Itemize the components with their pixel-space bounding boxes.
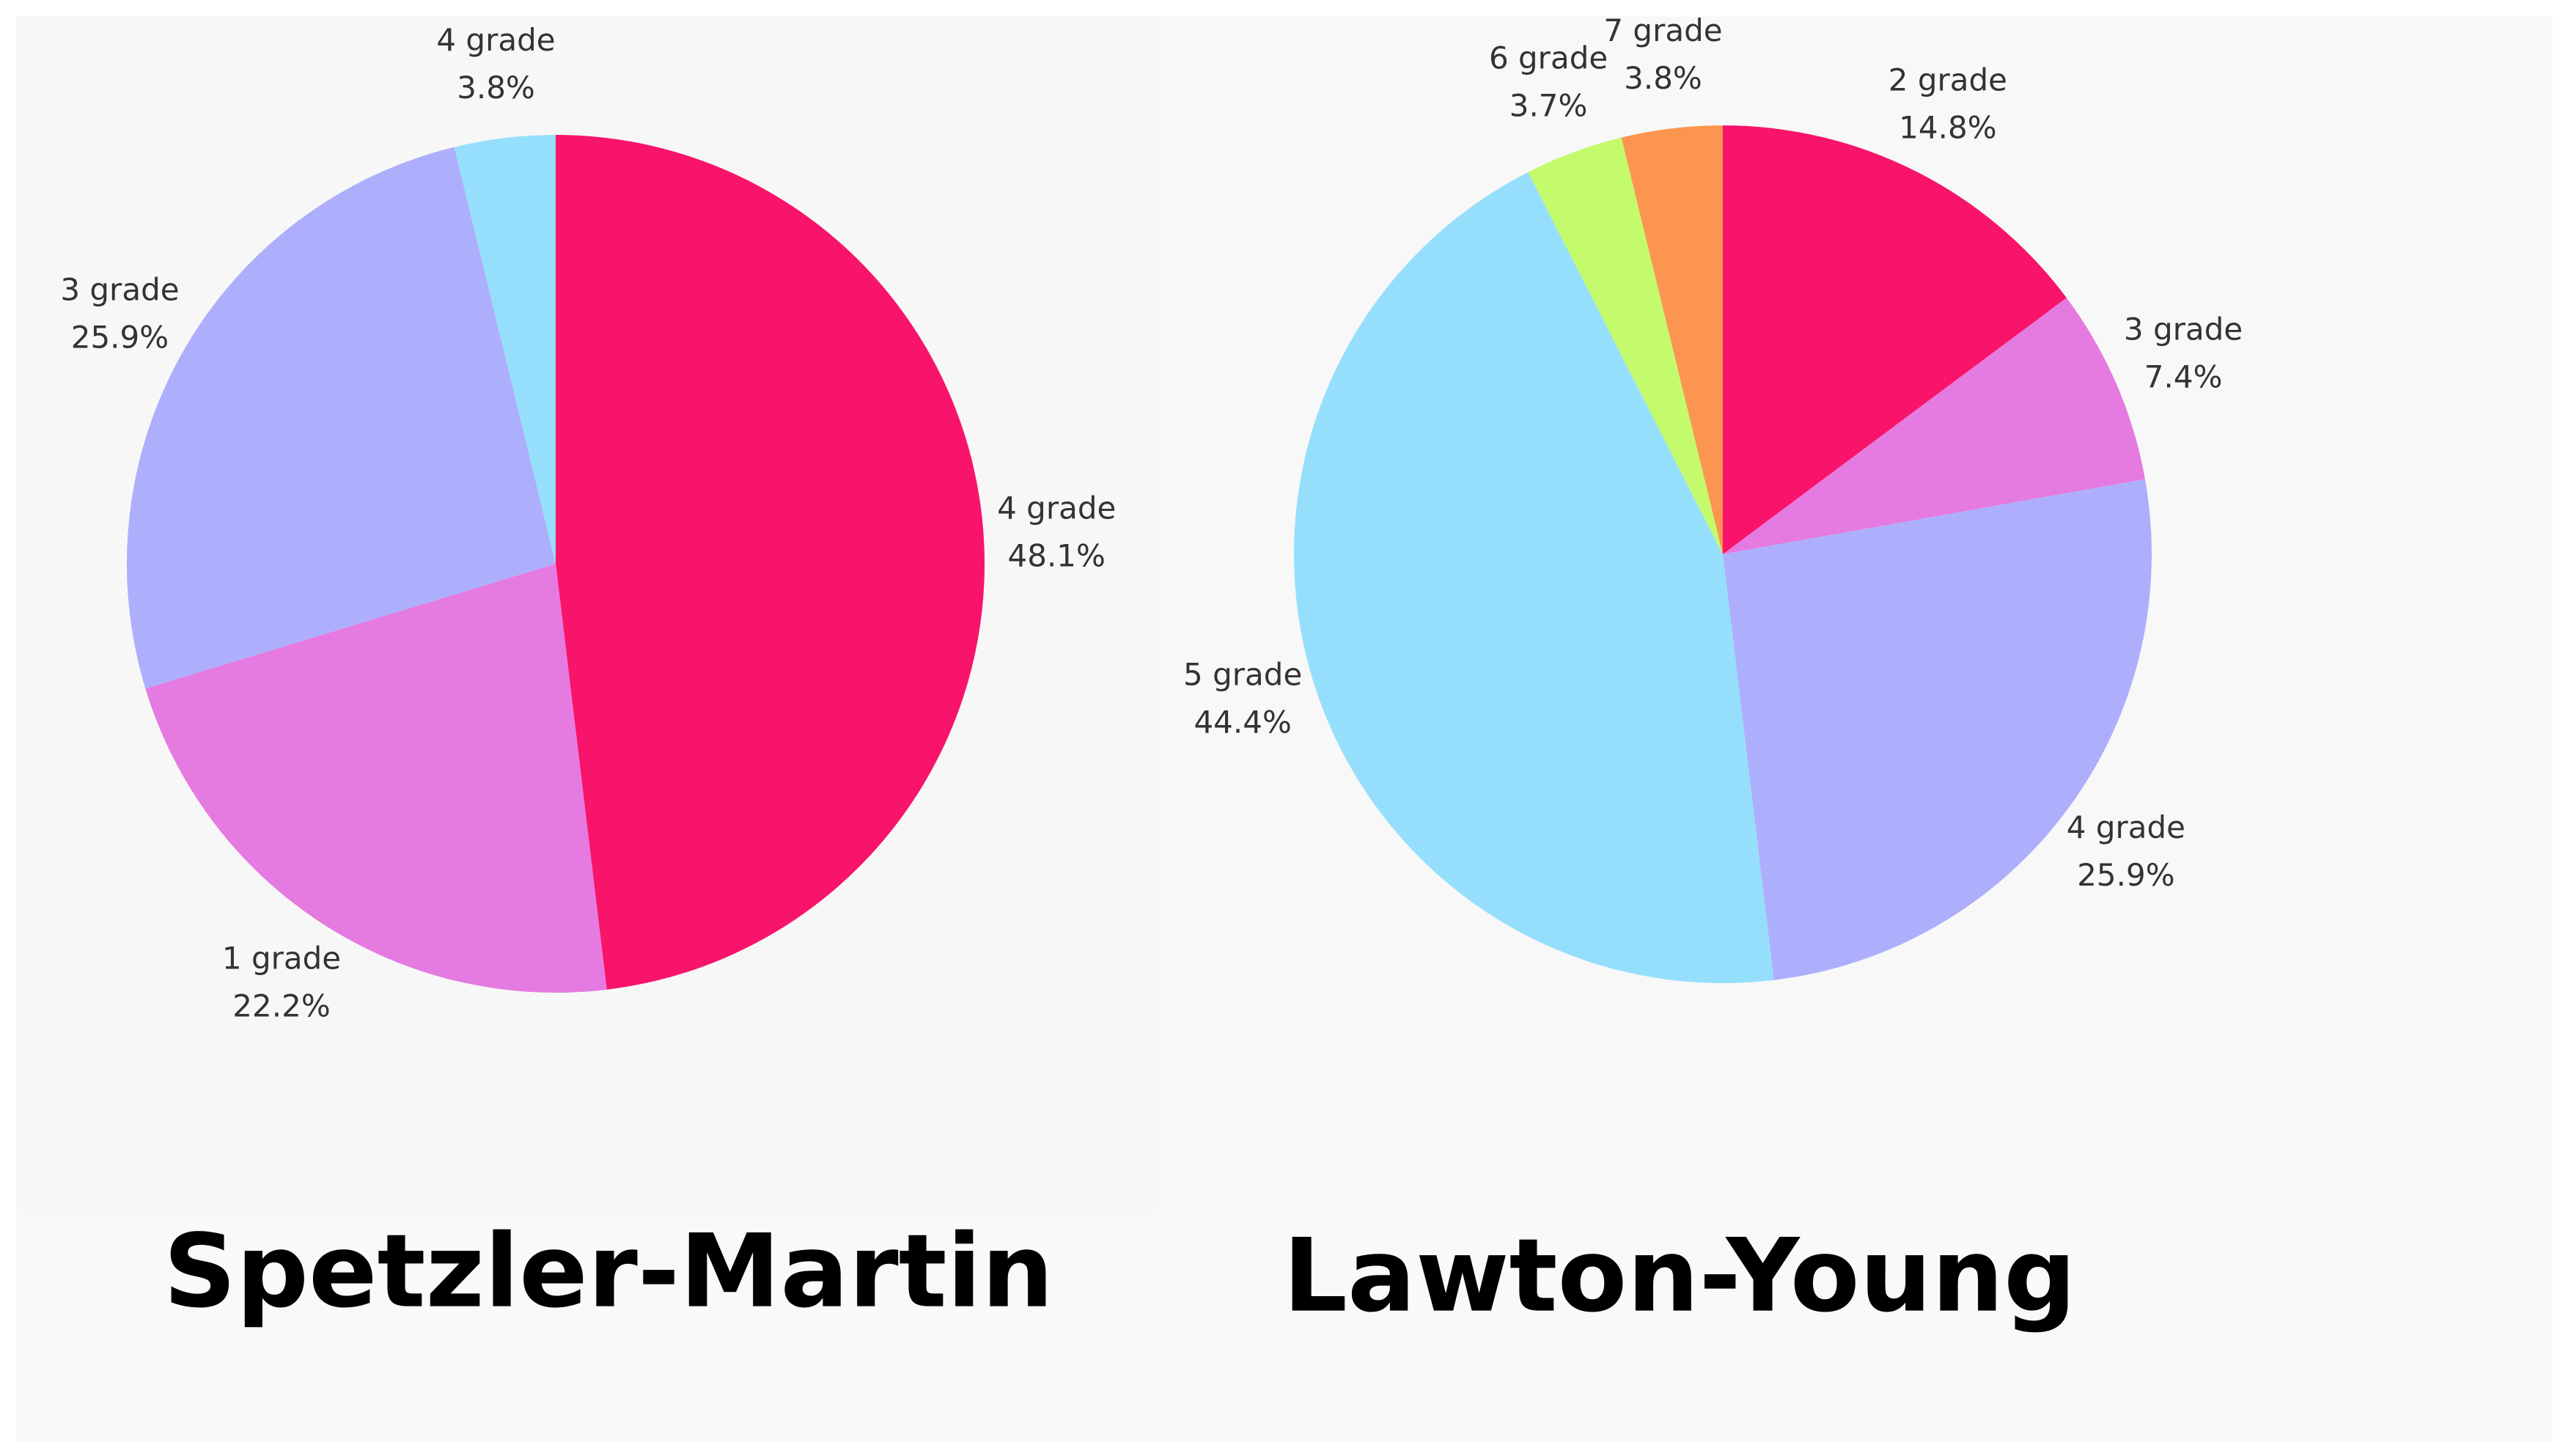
pie-slice: [1293, 172, 1774, 983]
slice-label: 4 grade: [436, 22, 555, 58]
slice-value-label: 14.8%: [1899, 110, 1996, 146]
pie-slice: [454, 135, 556, 564]
chart-title: Lawton-Young: [1283, 1217, 2076, 1335]
slice-label: 4 grade: [997, 490, 1116, 526]
pie-slice: [1723, 479, 2152, 980]
slice-value-label: 3.8%: [1624, 60, 1702, 96]
slice-label: 5 grade: [1183, 657, 1302, 693]
slice-value-label: 48.1%: [1008, 538, 1106, 574]
slice-value-label: 7.4%: [2144, 359, 2223, 395]
slice-label: 2 grade: [1888, 62, 2007, 98]
slice-value-label: 22.2%: [232, 988, 330, 1024]
slice-value-label: 3.7%: [1509, 88, 1588, 124]
slice-value-label: 25.9%: [71, 319, 169, 355]
slice-value-label: 25.9%: [2077, 857, 2174, 893]
pie-slice: [1723, 125, 2067, 554]
slice-value-label: 3.8%: [457, 70, 535, 106]
slice-label: 3 grade: [2124, 312, 2243, 348]
slice-label: 1 grade: [222, 941, 341, 977]
pie-slice: [1723, 298, 2145, 554]
pie-slice: [1621, 125, 1723, 554]
pie-slice: [556, 135, 985, 990]
slice-label: 3 grade: [60, 271, 179, 307]
pie-slice: [145, 564, 607, 993]
pie-slice: [1528, 137, 1723, 554]
chart-title: Spetzler-Martin: [163, 1213, 1053, 1331]
slice-value-label: 44.4%: [1193, 705, 1291, 740]
pie-slice: [127, 147, 556, 689]
slice-label: 4 grade: [2067, 809, 2185, 845]
slice-label: 6 grade: [1489, 40, 1608, 76]
slice-label: 7 grade: [1603, 12, 1722, 48]
